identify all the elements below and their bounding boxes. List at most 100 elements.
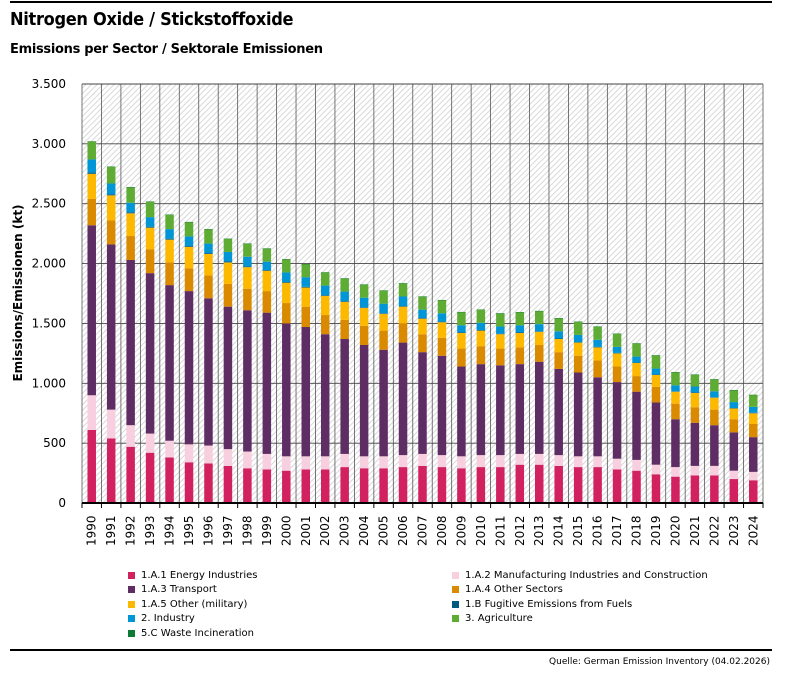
bar-segment bbox=[476, 330, 486, 347]
bar-segment bbox=[379, 313, 388, 331]
legend-item: 1.A.4 Other Sectors bbox=[452, 583, 708, 598]
y-tick-label: 2.000 bbox=[32, 257, 66, 271]
bar-segment bbox=[671, 391, 680, 404]
bar-segment bbox=[457, 366, 466, 457]
bar-segment bbox=[476, 322, 486, 331]
bar-segment bbox=[398, 306, 408, 307]
bar-segment bbox=[554, 331, 563, 339]
bar-segment bbox=[437, 322, 447, 338]
bar-segment bbox=[534, 310, 544, 325]
bar-segment bbox=[437, 355, 447, 456]
bar-segment bbox=[593, 326, 602, 340]
bar-segment bbox=[379, 456, 388, 469]
bar-segment bbox=[729, 479, 739, 503]
bar-segment bbox=[126, 236, 135, 260]
bar-segment bbox=[593, 339, 602, 347]
bar-segment bbox=[534, 453, 544, 465]
bar-segment bbox=[398, 306, 408, 324]
bar-segment bbox=[145, 249, 155, 274]
bar-segment bbox=[106, 195, 116, 221]
y-tick-label: 2.500 bbox=[32, 197, 66, 211]
bar-segment bbox=[612, 458, 622, 470]
bar-segment bbox=[301, 306, 311, 328]
top-rule bbox=[10, 1, 772, 3]
legend-swatch bbox=[452, 615, 459, 623]
bar-segment bbox=[515, 312, 525, 326]
bar-segment bbox=[379, 468, 388, 503]
x-tick-label: 2024 bbox=[746, 515, 760, 546]
x-tick-label: 2017 bbox=[610, 515, 624, 546]
bar-segment bbox=[418, 296, 427, 310]
bar-segment bbox=[632, 391, 641, 460]
bar-segment bbox=[534, 361, 544, 454]
bar-segment bbox=[243, 451, 252, 469]
legend-swatch bbox=[452, 586, 459, 594]
legend-swatch bbox=[128, 571, 135, 579]
bar-segment bbox=[87, 159, 96, 173]
bar-segment bbox=[690, 465, 700, 476]
bar-segment bbox=[710, 425, 719, 466]
bar-segment bbox=[593, 360, 602, 378]
bar-segment bbox=[301, 286, 311, 288]
bar-segment bbox=[243, 267, 252, 289]
bar-segment bbox=[359, 325, 369, 345]
bar-segment bbox=[340, 291, 349, 302]
y-tick-label: 3.000 bbox=[32, 137, 66, 151]
bar-segment bbox=[145, 227, 155, 250]
bar-segment bbox=[379, 290, 388, 304]
bar-segment bbox=[515, 347, 525, 365]
x-tick-label: 1993 bbox=[143, 515, 157, 546]
bar-segment bbox=[710, 379, 719, 392]
bar-segment bbox=[106, 438, 116, 503]
bar-segment bbox=[282, 303, 291, 324]
bar-segment bbox=[282, 272, 291, 283]
bar-segment bbox=[262, 469, 272, 503]
bar-segment bbox=[359, 344, 369, 457]
bar-segment bbox=[145, 201, 155, 218]
bar-segment bbox=[204, 275, 213, 299]
bar-segment bbox=[418, 465, 427, 503]
bar-segment bbox=[398, 342, 408, 456]
bar-segment bbox=[749, 406, 758, 413]
bar-segment bbox=[632, 376, 641, 392]
bar-segment bbox=[87, 173, 96, 199]
bar-segment bbox=[749, 480, 758, 503]
x-tick-label: 2013 bbox=[532, 515, 546, 546]
bar-segment bbox=[496, 455, 505, 468]
bar-segment bbox=[282, 323, 291, 457]
source-note: Quelle: German Emission Inventory (04.02… bbox=[549, 657, 770, 667]
bar-segment bbox=[515, 453, 525, 465]
bar-segment bbox=[729, 419, 739, 433]
legend-swatch bbox=[128, 600, 135, 608]
bar-segment bbox=[106, 183, 116, 195]
bar-segment bbox=[476, 467, 486, 503]
bar-segment bbox=[749, 437, 758, 472]
bar-segment bbox=[165, 457, 174, 503]
legend-swatch bbox=[128, 615, 135, 623]
bar-segment bbox=[301, 264, 311, 278]
x-tick-label: 2000 bbox=[279, 515, 293, 546]
bar-segment bbox=[554, 318, 563, 332]
bar-segment bbox=[145, 433, 155, 453]
bar-segment bbox=[573, 456, 583, 468]
x-tick-label: 2012 bbox=[513, 515, 527, 546]
y-tick-label: 3.500 bbox=[32, 77, 66, 91]
bar-segment bbox=[165, 440, 174, 458]
bar-segment bbox=[126, 259, 135, 426]
bar-segment bbox=[398, 283, 408, 297]
bar-segment bbox=[165, 262, 174, 286]
bar-segment bbox=[340, 301, 349, 320]
bar-segment bbox=[340, 319, 349, 339]
bar-segment bbox=[184, 291, 194, 445]
x-tick-label: 1994 bbox=[163, 515, 177, 546]
bar-segment bbox=[418, 309, 427, 319]
bar-segment bbox=[593, 377, 602, 457]
legend-label: 1.A.5 Other (military) bbox=[141, 598, 248, 610]
x-tick-label: 2001 bbox=[299, 515, 313, 546]
legend-swatch bbox=[452, 600, 459, 608]
legend-label: 2. Industry bbox=[141, 613, 195, 625]
x-tick-label: 2003 bbox=[338, 515, 352, 546]
bar-segment bbox=[87, 429, 96, 503]
x-tick-label: 1991 bbox=[104, 515, 118, 546]
bar-segment bbox=[593, 456, 602, 468]
